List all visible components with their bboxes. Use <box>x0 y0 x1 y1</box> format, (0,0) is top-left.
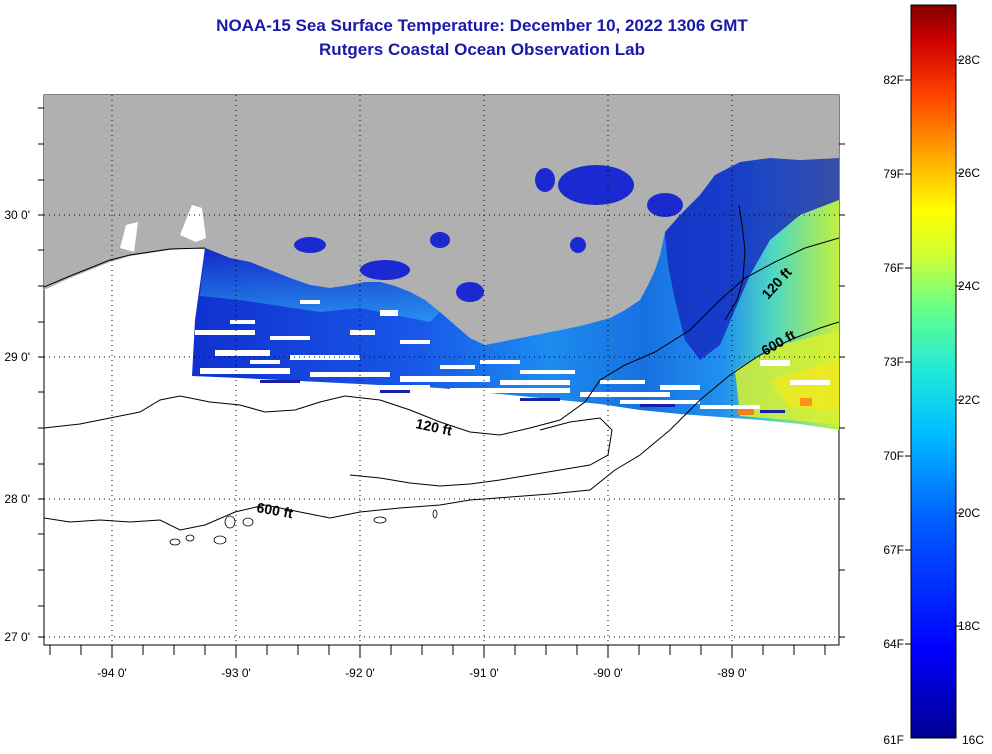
colorbar-f-label: 76F <box>883 261 904 275</box>
colorbar-f-label: 79F <box>883 167 904 181</box>
lon-label: -93 0' <box>221 666 251 680</box>
lat-label: 27 0' <box>4 630 30 644</box>
lat-label: 28 0' <box>4 492 30 506</box>
colorbar <box>910 4 957 739</box>
contour-600ft <box>44 321 839 531</box>
colorbar-f-label: 64F <box>883 637 904 651</box>
lat-label: 29 0' <box>4 350 30 364</box>
colorbar-c-label: 22C <box>958 393 980 407</box>
contour-120ft <box>44 237 839 436</box>
contour-label-600ft: 600 ft <box>255 499 294 521</box>
chart-title: NOAA-15 Sea Surface Temperature: Decembe… <box>216 16 748 35</box>
inland-lakes <box>294 165 683 302</box>
colorbar-f-label: 61F <box>883 733 904 747</box>
colorbar-c-label: 16C <box>962 733 984 747</box>
lon-label: -94 0' <box>97 666 127 680</box>
lon-label: -90 0' <box>593 666 623 680</box>
colorbar-c-label: 20C <box>958 506 980 520</box>
land-mass <box>44 95 839 345</box>
contour-label-120ft: 120 ft <box>414 415 453 438</box>
colorbar-c-label: 28C <box>958 53 980 67</box>
graticule <box>44 95 839 645</box>
lon-label: -89 0' <box>717 666 747 680</box>
colorbar-c-label: 24C <box>958 279 980 293</box>
lon-label: -92 0' <box>345 666 375 680</box>
lon-label: -91 0' <box>469 666 499 680</box>
lat-label: 30 0' <box>4 208 30 222</box>
colorbar-f-label: 70F <box>883 449 904 463</box>
colorbar-c-label: 26C <box>958 166 980 180</box>
colorbar-f-label: 73F <box>883 355 904 369</box>
chart-subtitle: Rutgers Coastal Ocean Observation Lab <box>319 40 645 59</box>
colorbar-f-label: 67F <box>883 543 904 557</box>
colorbar-c-label: 18C <box>958 619 980 633</box>
colorbar-f-label: 82F <box>883 73 904 87</box>
